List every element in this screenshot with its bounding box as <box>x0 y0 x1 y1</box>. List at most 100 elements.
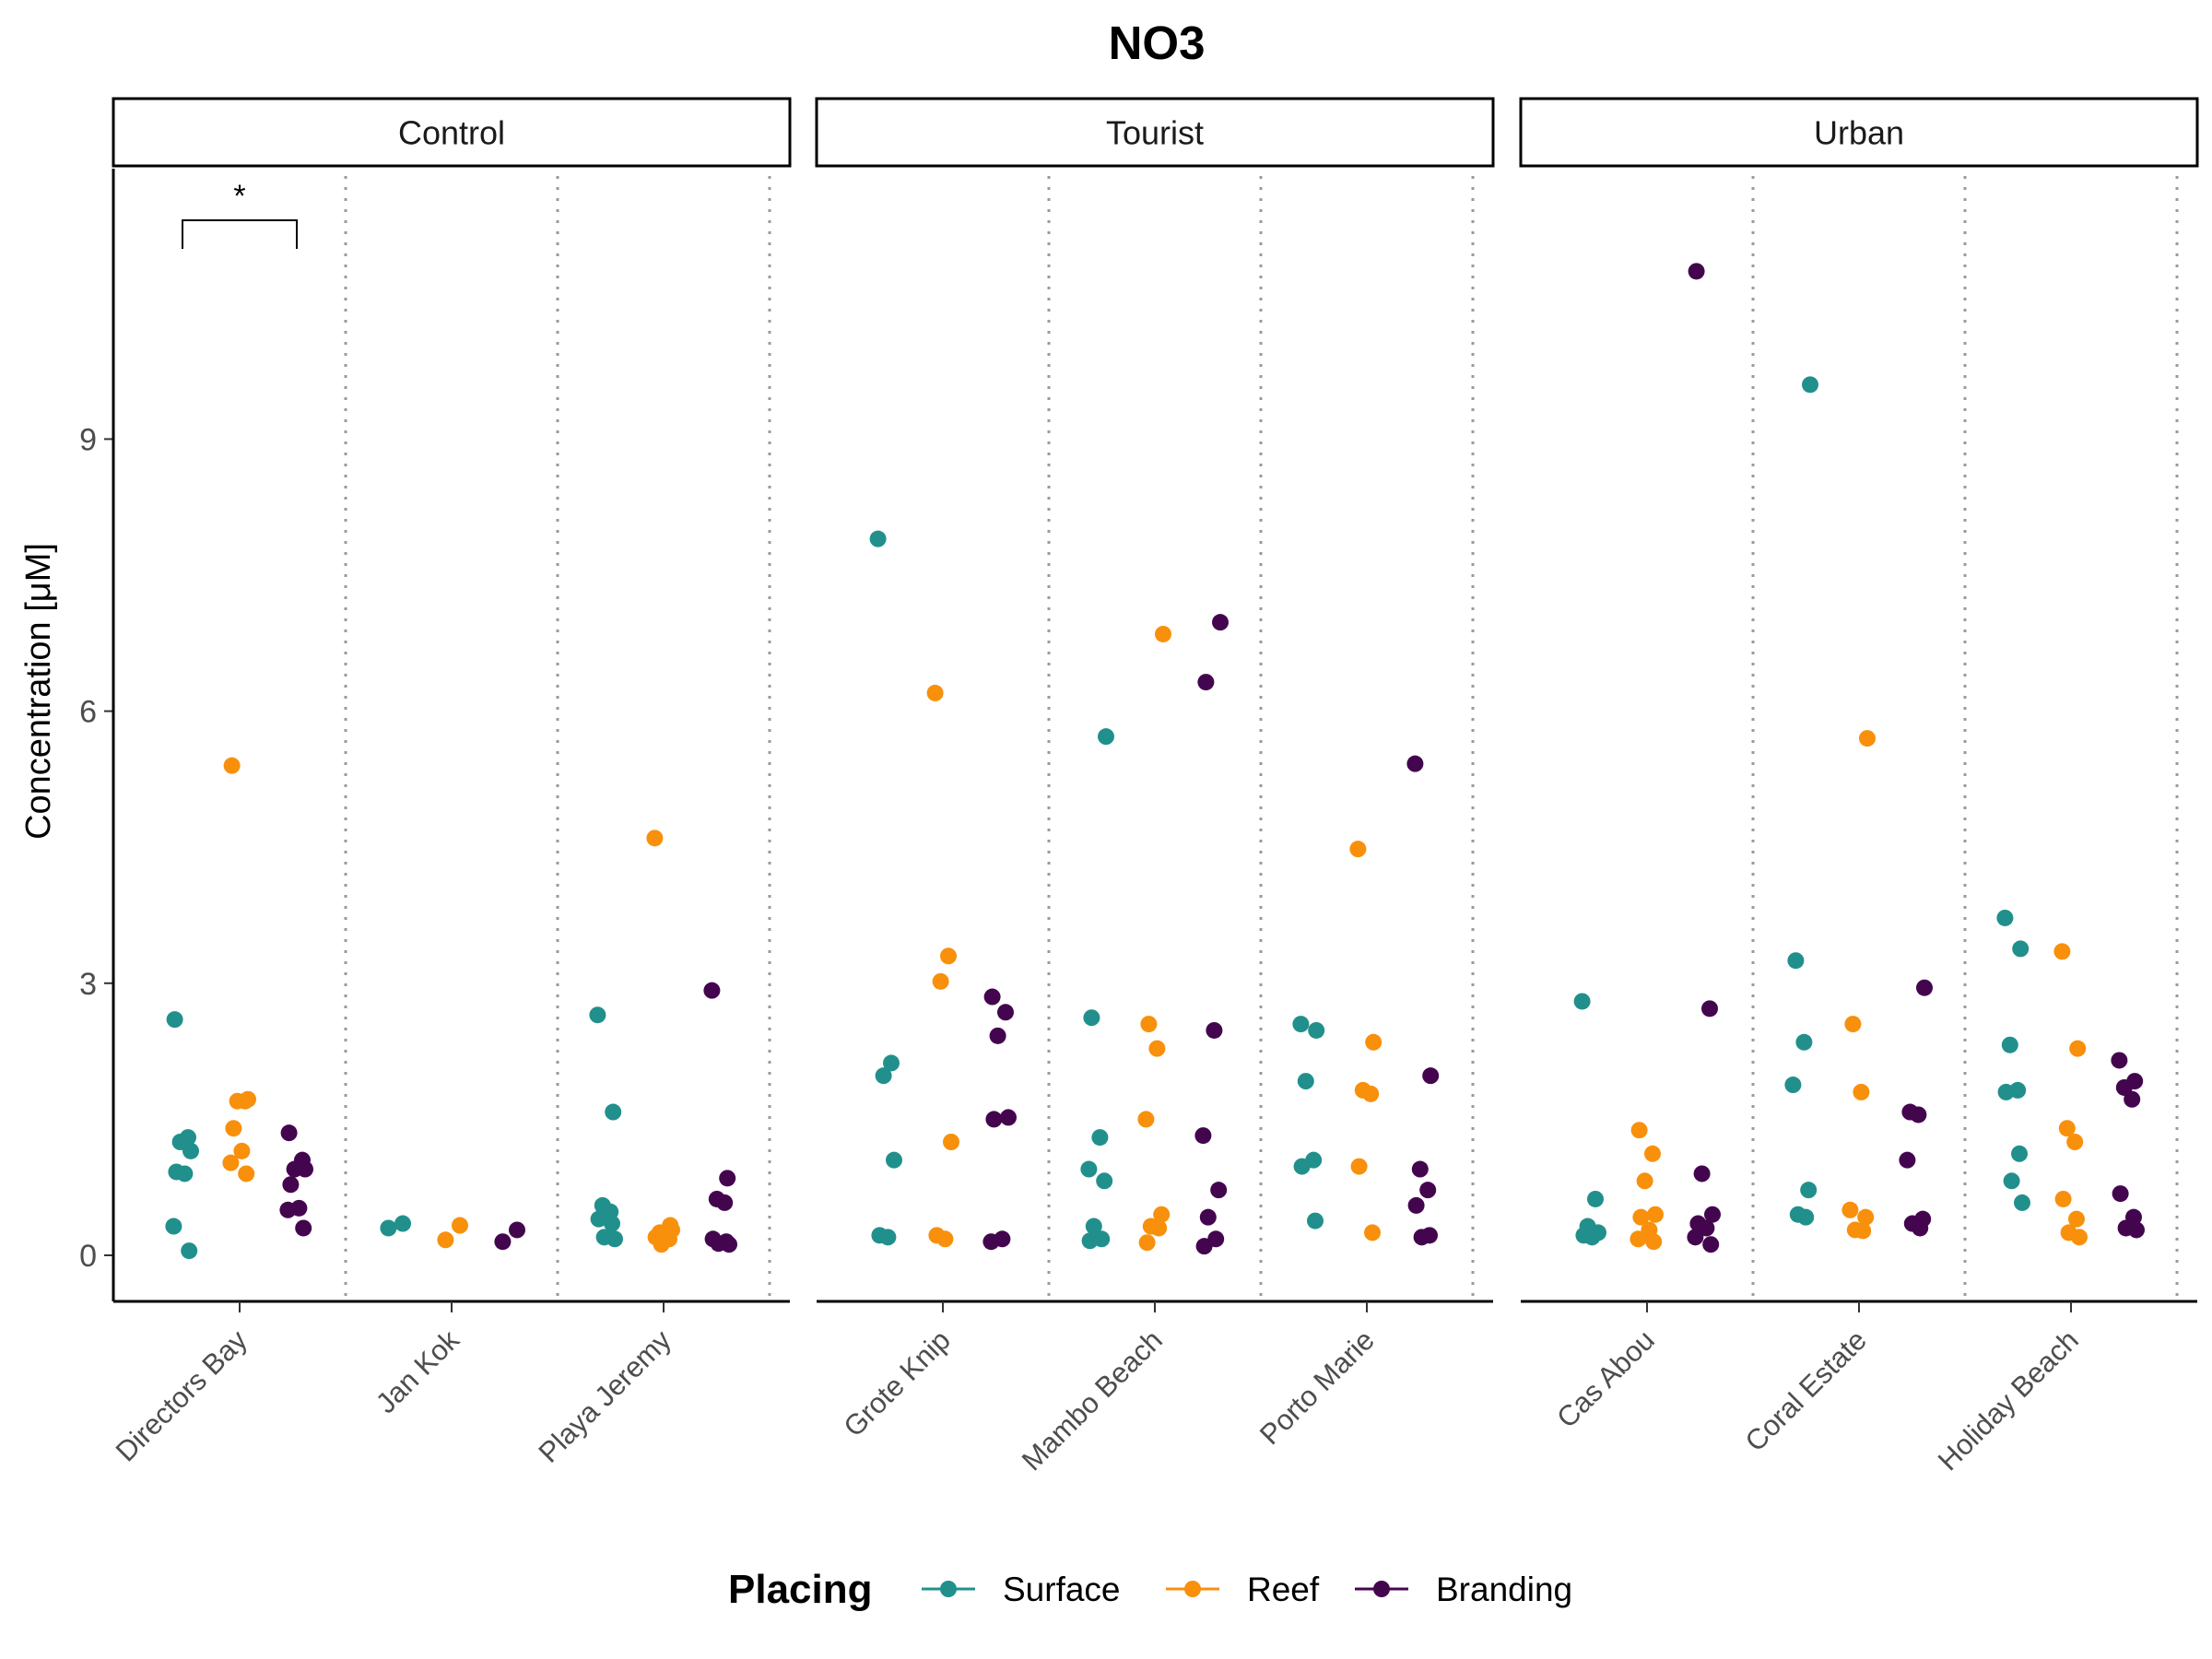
y-tick-label: 6 <box>79 695 97 730</box>
data-point-branding <box>2115 1078 2133 1096</box>
data-point-branding <box>1000 1109 1017 1126</box>
data-point-reef <box>1857 1208 1875 1226</box>
data-point-branding <box>1199 1208 1217 1226</box>
x-tick-label: Porto Marie <box>1253 1324 1381 1451</box>
legend-item-branding: Branding <box>1355 1571 1572 1608</box>
data-point-surface <box>1583 1229 1601 1246</box>
data-point-surface <box>1080 1160 1098 1178</box>
facet-strip-label: Urban <box>1814 114 1904 152</box>
significance-bracket <box>182 219 298 249</box>
x-tick-label: Mambo Beach <box>1016 1324 1169 1477</box>
data-point-surface <box>869 530 887 547</box>
data-point-reef <box>932 972 949 990</box>
data-point-surface <box>1081 1232 1099 1250</box>
data-point-surface <box>1996 909 2014 926</box>
data-point-reef <box>1138 1234 1156 1252</box>
data-point-branding <box>1698 1219 1715 1237</box>
data-point-surface <box>182 1142 199 1159</box>
data-point-surface <box>606 1230 623 1248</box>
data-point-reef <box>1362 1085 1380 1102</box>
data-point-branding <box>1406 755 1424 772</box>
data-point-surface <box>1784 1077 1802 1094</box>
data-point-surface <box>1800 1182 1818 1199</box>
x-tick-label: Grote Knip <box>837 1324 957 1443</box>
data-point-surface <box>2012 940 2030 958</box>
data-point-reef <box>1853 1083 1870 1100</box>
data-point-surface <box>1098 728 1114 746</box>
data-point-branding <box>997 1004 1014 1021</box>
data-point-reef <box>1140 1016 1158 1033</box>
data-point-branding <box>2111 1052 2128 1069</box>
facet-strip <box>1519 97 2199 168</box>
data-point-reef <box>2053 943 2071 960</box>
data-point-reef <box>1854 1222 1872 1240</box>
legend-key-point <box>1373 1581 1390 1597</box>
x-tick-label: Directors Bay <box>110 1324 254 1468</box>
data-point-surface <box>886 1151 902 1169</box>
data-point-surface <box>883 1054 900 1072</box>
legend-item-label: Surface <box>1003 1571 1121 1608</box>
data-point-branding <box>1197 674 1215 691</box>
data-point-reef <box>653 1236 670 1253</box>
data-point-branding <box>1411 1160 1429 1178</box>
data-point-reef <box>1365 1033 1382 1051</box>
data-point-reef <box>238 1165 255 1182</box>
data-point-branding <box>989 1027 1006 1044</box>
data-point-branding <box>703 982 721 999</box>
data-point-reef <box>1350 1158 1368 1175</box>
x-tick-label: Holiday Beach <box>1932 1324 2085 1477</box>
legend-key-point <box>1184 1581 1201 1597</box>
data-point-reef <box>1155 625 1171 642</box>
data-point-surface <box>879 1229 897 1246</box>
data-point-surface <box>2011 1145 2028 1162</box>
data-point-branding <box>983 988 1001 1006</box>
data-point-surface <box>2014 1194 2030 1211</box>
facet-panel-control: Control Directors Bay Jan Kok Playa Jeremy <box>110 97 792 1469</box>
data-point-surface <box>1997 1083 2015 1100</box>
data-point-branding <box>509 1221 525 1239</box>
data-point-branding <box>280 1124 298 1142</box>
x-tick-label: Playa Jeremy <box>532 1324 677 1469</box>
data-point-surface <box>1293 1158 1311 1175</box>
data-point-reef <box>1148 1040 1166 1057</box>
data-point-surface <box>1587 1190 1604 1207</box>
data-point-reef <box>1632 1208 1650 1226</box>
data-point-reef <box>2068 1210 2085 1228</box>
data-point-branding <box>1704 1206 1721 1223</box>
x-tick-label: Jan Kok <box>370 1324 465 1419</box>
legend-key-point <box>940 1581 957 1597</box>
data-point-branding <box>1701 1000 1718 1018</box>
y-tick-label: 3 <box>79 967 97 1002</box>
y-tick-label: 0 <box>79 1239 97 1274</box>
data-point-branding <box>1210 1182 1228 1199</box>
data-point-reef <box>437 1231 454 1249</box>
data-point-surface <box>1795 1033 1813 1051</box>
data-point-branding <box>1419 1182 1437 1199</box>
data-point-surface <box>589 1006 606 1024</box>
data-point-branding <box>1916 979 1933 996</box>
data-point-branding <box>721 1236 737 1253</box>
data-point-surface <box>181 1242 198 1260</box>
data-point-reef <box>1844 1016 1862 1033</box>
data-point-branding <box>1688 263 1705 280</box>
data-point-branding <box>985 1111 1003 1128</box>
data-point-branding <box>2128 1221 2145 1239</box>
data-point-reef <box>1349 841 1367 858</box>
data-point-branding <box>1206 1021 1223 1039</box>
data-point-branding <box>716 1194 734 1211</box>
y-axis-label: Concentration [μM] <box>19 543 58 840</box>
data-point-reef <box>926 684 944 701</box>
chart-title: NO3 <box>1109 17 1206 69</box>
data-point-reef <box>2054 1190 2072 1207</box>
data-point-surface <box>1308 1021 1325 1039</box>
data-point-reef <box>1364 1224 1381 1241</box>
data-point-branding <box>295 1219 312 1237</box>
data-point-reef <box>943 1134 959 1150</box>
legend-item-surface: Surface <box>922 1571 1121 1608</box>
facet-panels: 0 3 6 9 Control Directors Bay Jan Kok Playa Jer… <box>79 97 2199 1477</box>
x-tick-label: Cas Abou <box>1550 1324 1661 1434</box>
facet-panel-urban: Urban Cas Abou Coral Estate Holiday Beach <box>1519 97 2199 1477</box>
data-point-reef <box>1645 1233 1663 1251</box>
data-point-reef <box>664 1221 680 1239</box>
